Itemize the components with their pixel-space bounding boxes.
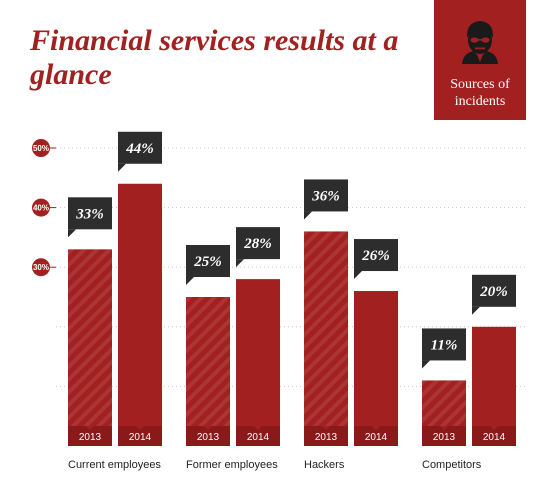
year-label: 2014 (365, 432, 388, 443)
value-callout-tail (422, 360, 430, 369)
year-strip (118, 426, 162, 446)
value-label: 33% (75, 206, 104, 222)
value-callout-tail (118, 163, 126, 172)
value-callout-tail (68, 229, 76, 238)
year-label: 2013 (433, 432, 456, 443)
value-label: 44% (125, 141, 154, 157)
value-callout (118, 131, 162, 164)
value-callout (186, 245, 230, 277)
y-tick-marker (32, 139, 50, 157)
year-label: 2013 (79, 432, 102, 443)
year-strip (422, 426, 466, 446)
value-label: 20% (479, 284, 508, 300)
value-callout-tail (304, 211, 312, 220)
year-label: 2014 (483, 432, 506, 443)
value-callout-tail (236, 259, 244, 268)
category-label: Hackers (304, 459, 345, 471)
year-strip-notch (254, 426, 262, 430)
value-callout (472, 274, 516, 307)
chart-title: Financial services results at a glance (30, 24, 399, 91)
year-strip (68, 426, 112, 446)
year-strip-notch (372, 426, 380, 430)
year-strip (354, 426, 398, 446)
value-callout-tail (186, 277, 194, 285)
value-label: 25% (193, 254, 222, 270)
year-label: 2014 (129, 432, 152, 443)
bar (68, 249, 112, 446)
year-label: 2014 (247, 432, 270, 443)
year-strip-notch (86, 426, 94, 430)
category-label: Former employees (186, 459, 278, 471)
bar (236, 279, 280, 446)
year-strip (472, 426, 516, 446)
value-callout-tail (472, 306, 480, 315)
value-label: 26% (361, 248, 390, 264)
bar (186, 297, 230, 446)
value-callout (236, 227, 280, 260)
y-tick-marker (32, 258, 50, 277)
year-strip-notch (204, 426, 212, 430)
y-tick-marker (32, 198, 50, 217)
year-strip (236, 426, 280, 446)
year-strip-notch (136, 426, 144, 430)
businessman-icon (462, 21, 498, 64)
y-tick-label: 40% (33, 204, 49, 213)
year-strip-notch (322, 426, 330, 430)
value-callout (354, 239, 398, 272)
bar (118, 183, 162, 446)
y-tick-label: 50% (33, 144, 49, 153)
value-callout (422, 328, 466, 361)
year-strip-notch (440, 426, 448, 430)
year-strip (304, 426, 348, 446)
bar (354, 291, 398, 446)
year-label: 2013 (315, 432, 338, 443)
value-label: 28% (243, 236, 272, 252)
badge-label: Sources of incidents (450, 77, 510, 109)
value-callout (304, 179, 348, 212)
year-strip-notch (490, 426, 498, 430)
category-label: Current employees (68, 459, 161, 471)
category-label: Competitors (422, 459, 482, 471)
year-label: 2013 (197, 432, 220, 443)
bar (304, 231, 348, 446)
value-callout (68, 197, 112, 230)
value-callout-tail (354, 271, 362, 280)
value-label: 11% (431, 337, 458, 353)
value-label: 36% (311, 188, 340, 204)
sources-badge: Sources of incidents (434, 0, 526, 120)
y-tick-label: 30% (33, 263, 49, 272)
year-strip (186, 426, 230, 446)
